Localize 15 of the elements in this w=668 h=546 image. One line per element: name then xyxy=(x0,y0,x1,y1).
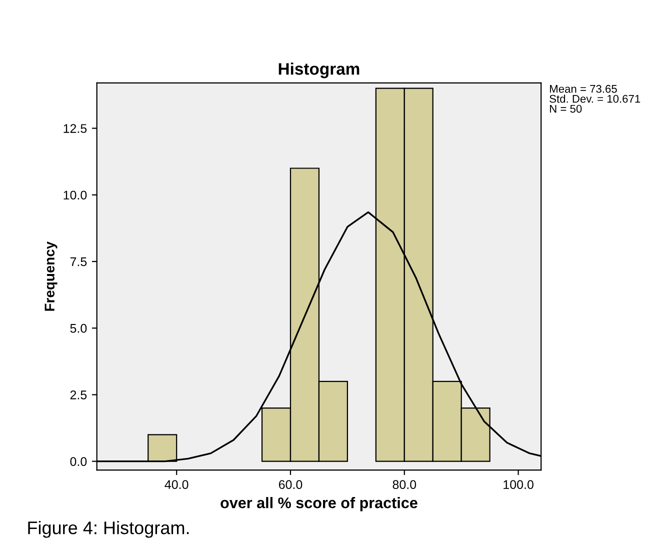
x-tick-label: 60.0 xyxy=(278,480,302,490)
x-axis-title: over all % score of practice xyxy=(220,497,418,512)
y-tick-label: 5.0 xyxy=(70,324,87,333)
chart-title: Histogram xyxy=(278,62,360,78)
x-tick-label: 80.0 xyxy=(392,480,416,490)
y-tick-label: 12.5 xyxy=(64,124,87,133)
text: Mean = 73.65 Std. Dev. = 10.671 N = 50 xyxy=(550,84,640,113)
y-tick-label: 2.5 xyxy=(70,390,87,400)
y-tick-label: 7.5 xyxy=(70,257,87,266)
y-tick-label: 0.0 xyxy=(70,457,87,466)
y-axis-title: Frequency xyxy=(44,242,58,311)
caption: Figure 4: Histogram. xyxy=(28,520,189,538)
x-tick-label: 100.0 xyxy=(504,480,534,490)
x-tick-label: 40.0 xyxy=(164,480,188,490)
y-tick-label: 10.0 xyxy=(64,190,87,200)
